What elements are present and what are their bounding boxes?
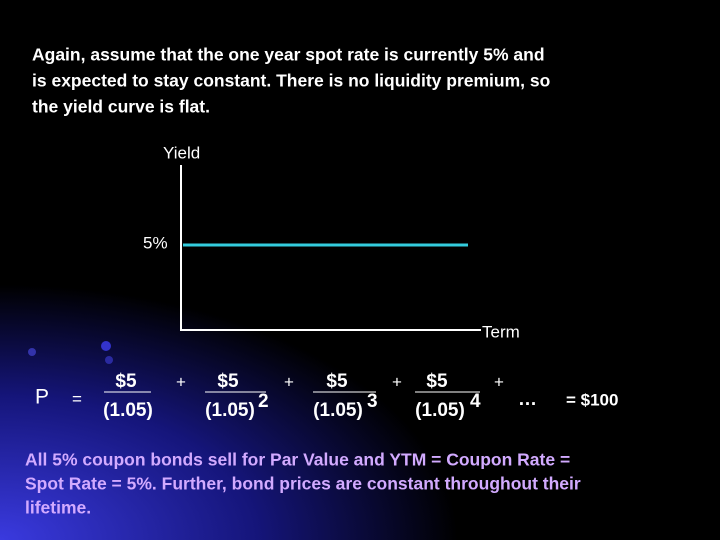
plus: +: [392, 372, 402, 391]
denominator: (1.05): [103, 400, 153, 421]
y-axis-label: Yield: [163, 143, 200, 162]
equals: =: [72, 389, 82, 408]
plus: +: [494, 372, 504, 391]
x-axis-label: Term: [482, 322, 520, 341]
result: = $100: [566, 390, 618, 409]
conclusion-line: All 5% coupon bonds sell for Par Value a…: [25, 450, 570, 470]
numerator: $5: [426, 371, 448, 392]
intro-line: is expected to stay constant. There is n…: [32, 71, 550, 91]
exponent: 3: [367, 391, 378, 412]
ellipsis: …: [518, 389, 537, 410]
plus: +: [176, 372, 186, 391]
denominator: (1.05): [313, 400, 363, 421]
numerator: $5: [217, 371, 239, 392]
glow: [0, 250, 520, 540]
intro-line: Again, assume that the one year spot rat…: [32, 45, 545, 65]
intro-line: the yield curve is flat.: [32, 97, 210, 117]
plus: +: [284, 372, 294, 391]
dot: [101, 341, 111, 351]
denominator: (1.05): [415, 400, 465, 421]
denominator: (1.05): [205, 400, 255, 421]
lhs: P: [35, 386, 49, 409]
exponent: 4: [470, 391, 481, 412]
exponent: 2: [258, 391, 269, 412]
conclusion-line: lifetime.: [25, 498, 91, 518]
numerator: $5: [326, 371, 348, 392]
numerator: $5: [115, 371, 137, 392]
dot: [105, 356, 113, 364]
conclusion-line: Spot Rate = 5%. Further, bond prices are…: [25, 474, 581, 494]
level-label: 5%: [143, 233, 168, 252]
dot: [28, 348, 36, 356]
